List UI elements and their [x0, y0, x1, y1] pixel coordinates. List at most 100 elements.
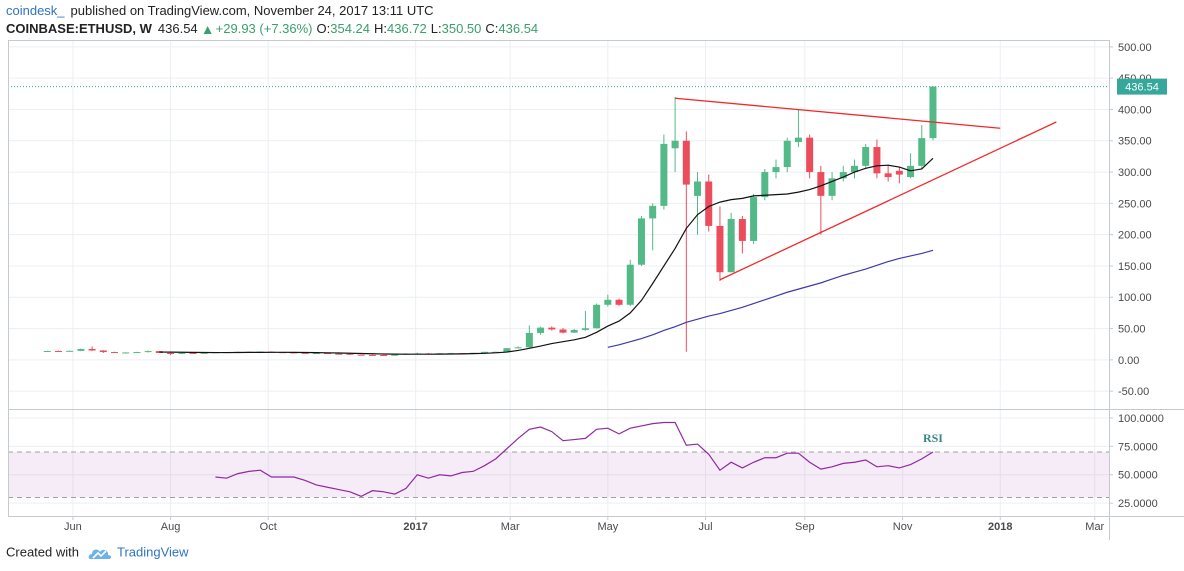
candle-body	[581, 328, 589, 330]
candle-body	[671, 140, 679, 149]
grid-layer	[8, 40, 1109, 516]
candle-body	[761, 172, 769, 198]
candle-body	[839, 172, 847, 179]
candle-body	[907, 165, 915, 178]
series-line	[159, 157, 934, 355]
candle-body	[593, 304, 601, 329]
ohlc-key: O:	[317, 21, 331, 36]
symbol-line: COINBASE:ETHUSD, W 436.54 +29.93 (+7.36%) O…	[6, 21, 538, 36]
x-tick-label: Mar	[501, 521, 520, 533]
series-line	[607, 249, 934, 348]
logo-line	[92, 550, 107, 559]
ohlc-value: 354.24	[330, 21, 370, 36]
x-tick-label: Jul	[698, 521, 712, 533]
candle-body	[727, 219, 735, 273]
x-tick-label: Oct	[260, 521, 277, 533]
candle-body	[312, 353, 320, 355]
candle-body	[873, 147, 881, 174]
data-layer: RSI	[8, 86, 1109, 498]
candle-body	[649, 205, 657, 219]
last-price-label: 436.54	[1125, 82, 1159, 94]
candle-body	[806, 137, 814, 173]
candle-body	[514, 347, 522, 349]
candle-body	[548, 327, 556, 330]
candle-body	[604, 299, 612, 305]
y-tick-label: -50.00	[1118, 386, 1149, 398]
candle-body	[380, 355, 388, 357]
candle-body	[694, 181, 702, 196]
rsi-band	[8, 452, 1109, 498]
candle-body	[189, 352, 197, 354]
candle-body	[559, 329, 567, 333]
y-tick-label: 75.0000	[1118, 441, 1158, 453]
y-tick-label: 350.00	[1118, 136, 1152, 148]
series-name: RSI	[923, 431, 943, 445]
plot-border	[8, 40, 1110, 517]
y-tick-label: 300.00	[1118, 167, 1152, 179]
published: published on TradingView.com, November 2…	[71, 3, 434, 18]
candle-body	[794, 137, 802, 143]
ohlc-value: 350.50	[442, 21, 482, 36]
axis-layer: -50.00 0.00 50.00 100.00 150.00 200.00 250.00 3…	[64, 42, 1167, 533]
frame	[8, 40, 1184, 540]
tradingview-logo	[88, 549, 112, 559]
y-tick-label: 50.0000	[1118, 470, 1158, 482]
footer-text: Created with	[6, 544, 79, 559]
candle-body	[537, 327, 545, 333]
y-tick-label: 50.00	[1118, 323, 1146, 335]
candle-body	[88, 348, 96, 351]
candle-body	[77, 348, 85, 351]
candle-body	[346, 353, 354, 355]
y-tick-label: 25.0000	[1118, 498, 1158, 510]
x-tick-label: 2017	[403, 521, 427, 533]
y-tick-label: 0.00	[1118, 355, 1139, 367]
candle-body	[895, 170, 903, 175]
candle-body	[884, 173, 892, 178]
ohlc-key: H:	[374, 21, 387, 36]
candle-body	[570, 329, 578, 333]
symbol: COINBASE:ETHUSD, W	[6, 21, 153, 36]
candle-body	[167, 352, 175, 354]
trendline	[675, 97, 1001, 129]
candle-body	[133, 352, 141, 354]
candle-body	[705, 181, 713, 226]
footer-brand[interactable]: TradingView	[117, 544, 189, 559]
candle-body	[750, 197, 758, 241]
candle-body	[368, 354, 376, 356]
x-tick-label: Mar	[1085, 521, 1104, 533]
author: coindesk_	[6, 3, 65, 18]
candle-body	[324, 353, 332, 355]
candle-body	[43, 350, 51, 352]
y-tick-label: 150.00	[1118, 261, 1152, 273]
candle-body	[122, 352, 130, 354]
candle-body	[862, 147, 870, 166]
ohlc-value: 436.72	[387, 21, 427, 36]
candle-body	[525, 332, 533, 348]
candle-body	[357, 354, 365, 356]
candle-body	[929, 86, 937, 139]
x-tick-label: Aug	[161, 521, 181, 533]
candle-body	[99, 350, 107, 353]
up-arrow-icon	[203, 26, 212, 34]
candle-body	[637, 218, 645, 265]
candle-body	[144, 351, 152, 353]
candle-body	[481, 351, 489, 353]
candle-body	[200, 352, 208, 354]
candle-body	[54, 350, 62, 352]
y-tick-label: 250.00	[1118, 198, 1152, 210]
y-tick-label: 100.00	[1118, 292, 1152, 304]
candle-body	[615, 299, 623, 305]
last-price-box	[1117, 78, 1167, 95]
candle-body	[660, 143, 668, 206]
candle-body	[817, 172, 825, 196]
candle-body	[155, 351, 163, 353]
candle-body	[772, 167, 780, 173]
candle-body	[503, 348, 511, 352]
ohlc-value: 436.54	[498, 21, 538, 36]
candle-body	[918, 138, 926, 166]
candle-body	[682, 140, 690, 185]
y-tick-label: 100.0000	[1118, 413, 1164, 425]
x-tick-label: May	[597, 521, 618, 533]
header-line: coindesk_ published on TradingView.com, N…	[6, 3, 434, 18]
